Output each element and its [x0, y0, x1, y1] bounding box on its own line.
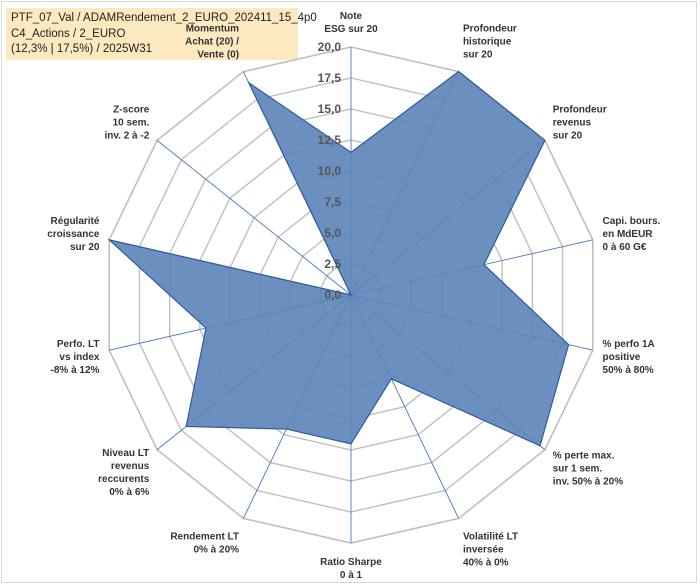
axis-label-line: -8% à 12%	[51, 365, 100, 376]
axis-label-line: 0 à 60 G€	[603, 242, 647, 253]
axis-label-line: historique	[463, 37, 512, 48]
spoke-12	[156, 140, 352, 296]
tick-label-3: 7,5	[324, 195, 341, 209]
axis-label-line: croissance	[47, 229, 100, 240]
axis-label-line: Capi. bours.	[603, 216, 661, 227]
axis-label-13: Momentum Achat (20) / Vente (0)	[185, 24, 239, 61]
axis-label-line: en MdEUR	[603, 229, 654, 240]
radar-axis-labels: Note ESG sur 20 Profondeur historique sur 20…	[47, 11, 660, 581]
header-line-class: C4_Actions / 2_EURO	[11, 27, 126, 40]
axis-label-line: 0% à 20%	[193, 544, 239, 555]
tick-label-8: 20,0	[318, 40, 342, 54]
chart-header: PTF_07_Val / ADAMRendement_2_EURO_202411…	[6, 8, 317, 60]
axis-label-line: sur 20	[70, 242, 100, 253]
axis-label-7: Ratio Sharpe 0 à 1	[320, 557, 382, 581]
radar-series	[107, 70, 570, 447]
axis-label-3: Capi. bours. en MdEUR 0 à 60 G€	[603, 216, 661, 253]
axis-label-line: inversée	[463, 544, 504, 555]
axis-label-line: Momentum	[186, 24, 239, 35]
axis-label-line: % perfo 1A	[603, 339, 655, 350]
axis-label-line: Achat (20) /	[185, 37, 239, 48]
radar-tick-labels: 0,0 2,5 5,0 7,5 10,0 12,5 15,0 17,5 20,0	[318, 40, 342, 302]
axis-label-line: % perte max.	[553, 451, 615, 462]
axis-label-line: Z-score	[113, 104, 150, 115]
tick-label-0: 0,0	[324, 288, 341, 302]
axis-label-line: ESG sur 20	[324, 24, 378, 35]
axis-label-0: Note ESG sur 20	[324, 11, 378, 35]
axis-label-line: 0 à 1	[340, 570, 363, 581]
axis-label-line: Niveau LT	[102, 448, 149, 459]
axis-label-line: Profondeur	[463, 24, 517, 35]
tick-label-1: 2,5	[324, 257, 341, 271]
axis-label-line: Volatilité LT	[463, 531, 518, 542]
axis-label-line: Vente (0)	[197, 50, 239, 61]
tick-label-6: 15,0	[318, 102, 342, 116]
axis-label-5: % perte max. sur 1 sem. inv. 50% à 20%	[553, 451, 624, 488]
axis-label-9: Niveau LT revenus reccurents 0% à 6%	[98, 448, 150, 498]
axis-label-4: % perfo 1A positive 50% à 80%	[603, 339, 655, 376]
axis-label-line: 10 sem.	[113, 117, 150, 128]
axis-label-line: sur 20	[463, 50, 493, 61]
axis-label-8: Rendement LT 0% à 20%	[170, 531, 239, 555]
axis-label-line: Régularité	[51, 216, 100, 227]
tick-label-7: 17,5	[318, 71, 342, 85]
axis-label-line: 50% à 80%	[603, 365, 654, 376]
tick-label-5: 12,5	[318, 133, 342, 147]
axis-label-2: Profondeur revenus sur 20	[553, 104, 607, 141]
axis-label-11: Régularité croissance sur 20	[47, 216, 100, 253]
axis-label-line: revenus	[553, 117, 592, 128]
axis-label-line: reccurents	[98, 474, 150, 485]
series-area	[107, 70, 570, 447]
tick-label-2: 5,0	[324, 226, 341, 240]
axis-label-line: Note	[340, 11, 363, 22]
axis-label-line: Rendement LT	[170, 531, 239, 542]
axis-label-line: vs index	[59, 352, 99, 363]
axis-label-line: 0% à 6%	[109, 487, 149, 498]
tick-label-4: 10,0	[318, 164, 342, 178]
axis-label-line: Profondeur	[553, 104, 607, 115]
axis-label-line: sur 1 sem.	[553, 464, 603, 475]
axis-label-line: Perfo. LT	[57, 339, 100, 350]
axis-label-line: positive	[603, 352, 641, 363]
header-line-portfolio: PTF_07_Val / ADAMRendement_2_EURO_202411…	[11, 12, 317, 24]
axis-label-line: revenus	[111, 461, 150, 472]
axis-label-line: Ratio Sharpe	[320, 557, 382, 568]
header-line-stats: (12,3% | 17,5%) / 2025W31	[11, 43, 153, 55]
axis-label-12: Z-score 10 sem. inv. 2 à -2	[104, 104, 149, 141]
axis-label-line: inv. 50% à 20%	[553, 477, 624, 488]
axis-label-1: Profondeur historique sur 20	[463, 24, 517, 61]
axis-label-line: inv. 2 à -2	[104, 130, 149, 141]
axis-label-10: Perfo. LT vs index -8% à 12%	[51, 339, 100, 376]
axis-label-6: Volatilité LT inversée 40% à 0%	[463, 531, 518, 568]
axis-label-line: 40% à 0%	[463, 557, 509, 568]
axis-label-line: sur 20	[553, 130, 583, 141]
